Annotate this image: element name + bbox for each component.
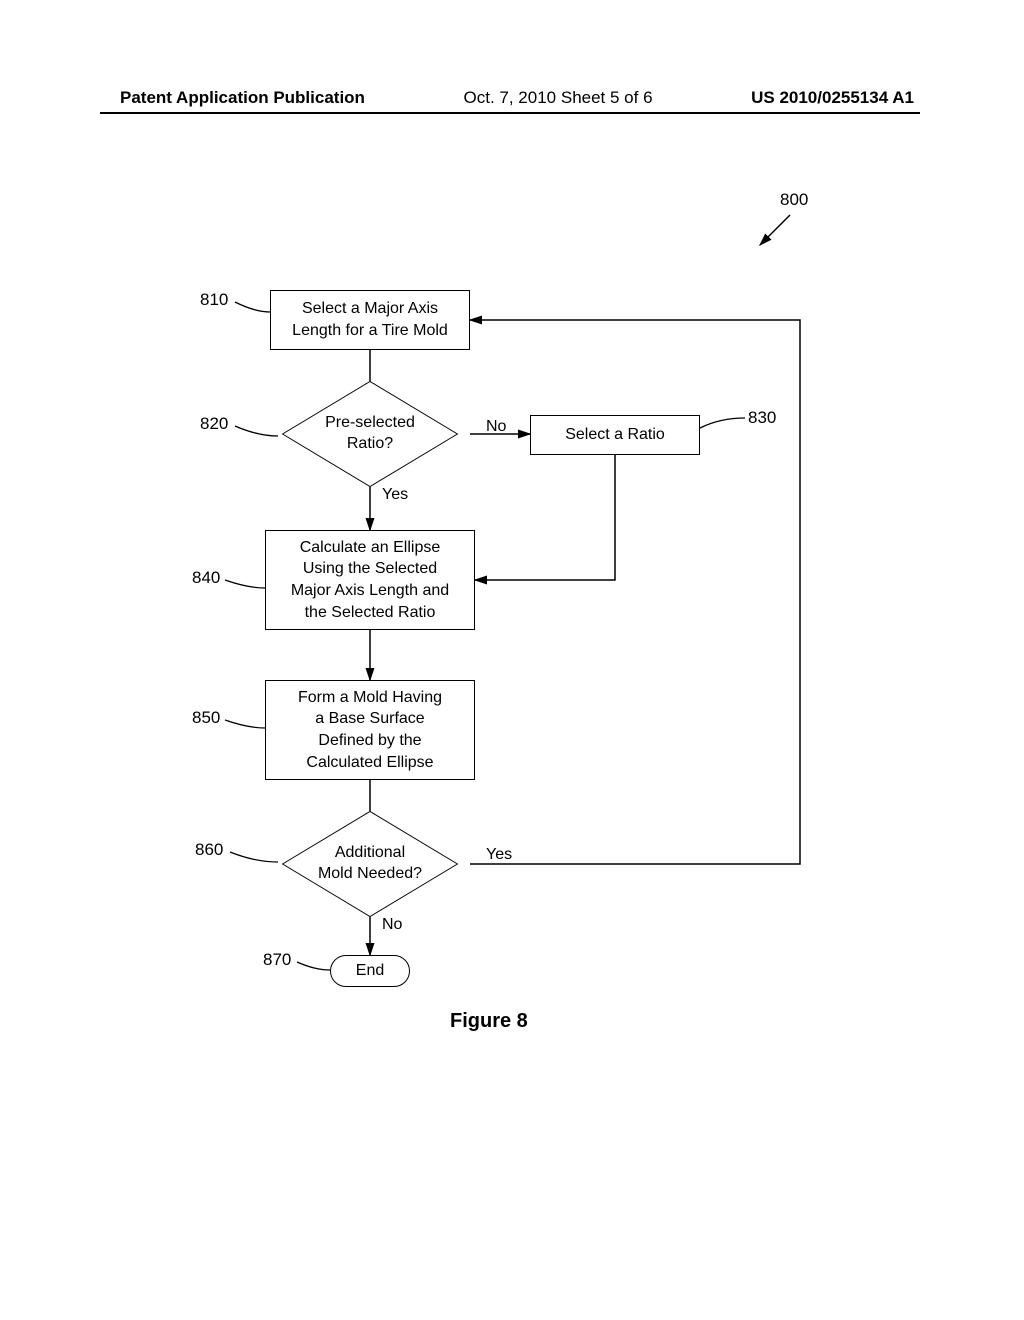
flowchart: 800 Select a Major Axis Length for a Tir… — [100, 210, 920, 1090]
edge-820-yes: Yes — [382, 486, 408, 504]
header-right: US 2010/0255134 A1 — [751, 88, 914, 108]
ref-860: 860 — [195, 840, 223, 860]
edge-860-yes: Yes — [486, 846, 512, 864]
figure-caption: Figure 8 — [450, 1010, 528, 1033]
ref-840: 840 — [192, 568, 220, 588]
ref-850: 850 — [192, 708, 220, 728]
node-850: Form a Mold Having a Base Surface Define… — [265, 680, 475, 780]
node-840: Calculate an Ellipse Using the Selected … — [265, 530, 475, 630]
node-820: Pre-selected Ratio? — [270, 395, 470, 473]
node-860: Additional Mold Needed? — [270, 825, 470, 903]
node-810: Select a Major Axis Length for a Tire Mo… — [270, 290, 470, 350]
ref-820: 820 — [200, 414, 228, 434]
node-830: Select a Ratio — [530, 415, 700, 455]
header-rule — [100, 112, 920, 114]
edge-860-no: No — [382, 916, 402, 934]
header-mid: Oct. 7, 2010 Sheet 5 of 6 — [464, 88, 653, 108]
page-header: Patent Application Publication Oct. 7, 2… — [0, 88, 1024, 108]
ref-810: 810 — [200, 290, 228, 310]
ref-800: 800 — [780, 190, 808, 210]
flowchart-edges — [100, 210, 920, 1090]
node-820-text: Pre-selected Ratio? — [270, 395, 470, 473]
edge-820-no: No — [486, 418, 506, 436]
node-870: End — [330, 955, 410, 987]
header-left: Patent Application Publication — [120, 88, 365, 108]
ref-870: 870 — [263, 950, 291, 970]
ref-830: 830 — [748, 408, 776, 428]
node-860-text: Additional Mold Needed? — [270, 825, 470, 903]
